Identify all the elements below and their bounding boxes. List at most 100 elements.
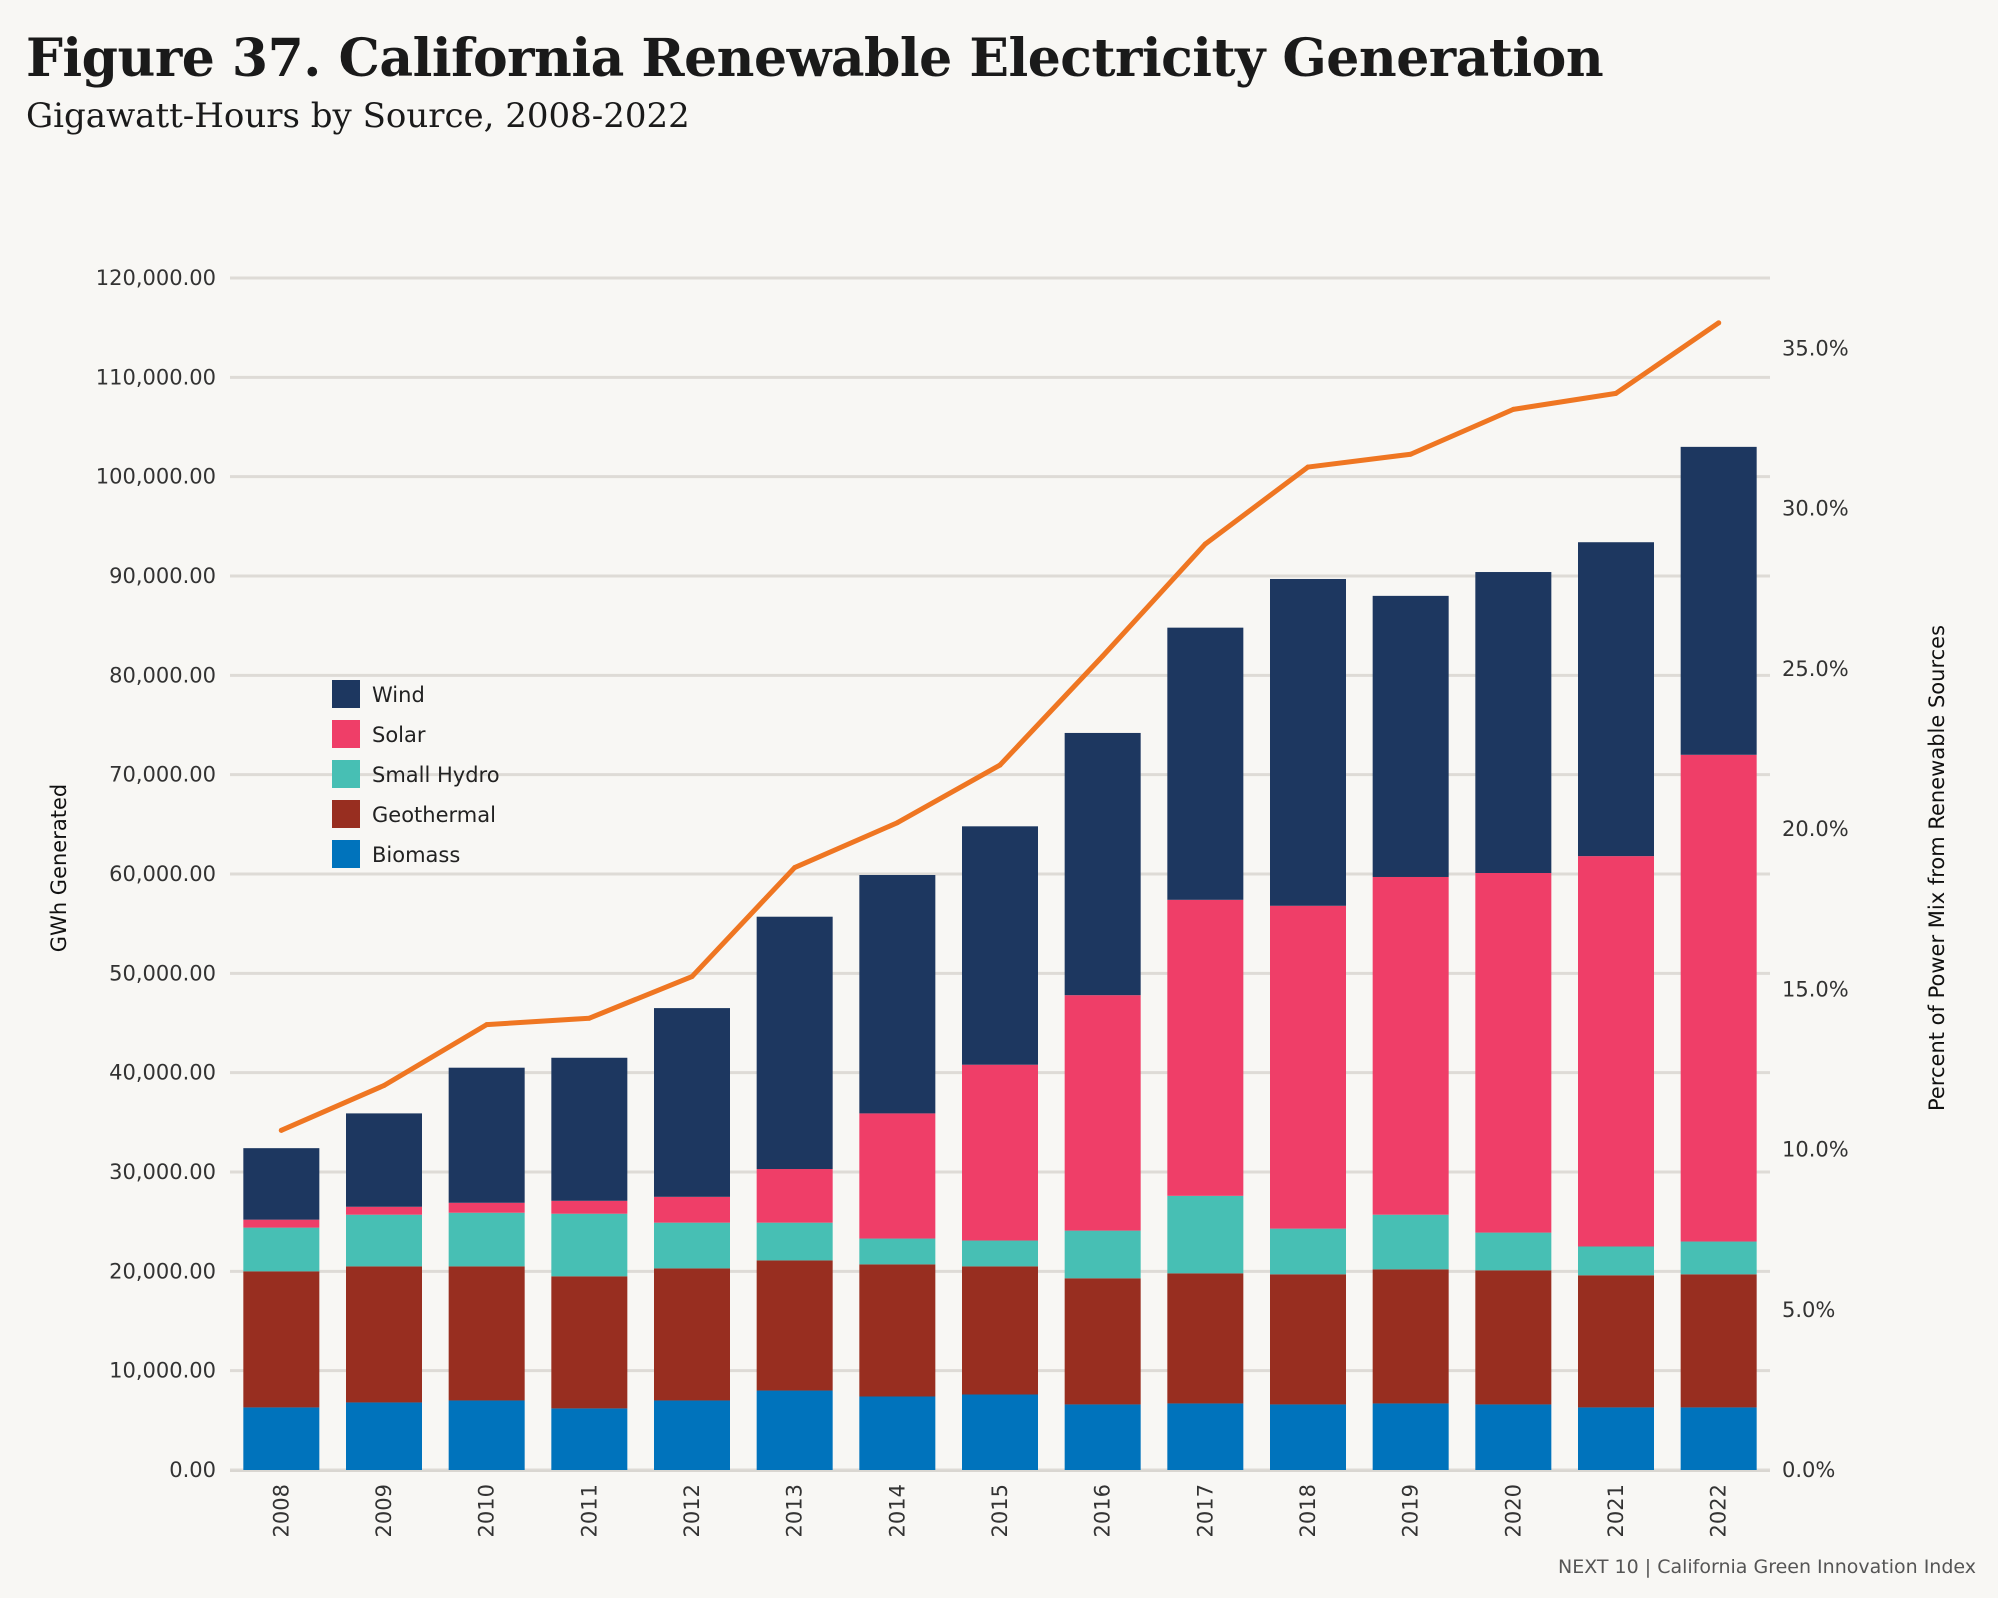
y-tick-label: 70,000.00 [109,763,216,787]
x-tick-label: 2020 [1501,1484,1525,1537]
bar-solar-2013 [756,1169,833,1223]
bar-biomass-2014 [859,1396,936,1470]
x-tick-label: 2013 [783,1484,807,1537]
bar-geothermal-2022 [1680,1274,1757,1408]
line-point-2010 [484,1022,490,1028]
bar-biomass-2020 [1475,1404,1552,1470]
bar-biomass-2016 [1064,1404,1141,1470]
bar-wind-2018 [1270,578,1346,906]
line-point-2009 [381,1082,387,1088]
y-tick-label: 10,000.00 [109,1359,216,1383]
line-point-2017 [1202,541,1208,547]
bar-solar-2022 [1680,754,1757,1242]
line-point-2016 [1100,653,1106,659]
y2-tick-label: 20.0% [1782,817,1849,841]
bar-wind-2012 [654,1008,730,1197]
bar-solar-2014 [859,1113,936,1239]
bar-small-hydro-2019 [1372,1214,1449,1270]
bar-small-hydro-2015 [962,1240,1038,1267]
y-tick-label: 50,000.00 [109,961,216,985]
bar-solar-2019 [1372,876,1449,1215]
y2-axis-ticks: 0.0% 5.0% 10.0% 15.0% 20.0% 25.0% 30.0% 35.0% [1782,336,1849,1482]
bar-solar-2011 [551,1200,628,1214]
bar-small-hydro-2021 [1578,1246,1654,1276]
bar-geothermal-2009 [346,1266,422,1403]
line-point-2008 [278,1127,284,1133]
bar-small-hydro-2009 [346,1214,422,1267]
bar-biomass-2010 [448,1400,525,1470]
bar-biomass-2012 [654,1400,730,1470]
line-point-2021 [1613,390,1619,396]
bar-small-hydro-2008 [243,1227,320,1272]
bar-wind-2022 [1680,446,1757,755]
bar-geothermal-2008 [243,1271,320,1408]
line-point-2014 [894,820,900,826]
x-tick-label: 2019 [1399,1484,1423,1537]
x-tick-label: 2012 [680,1484,704,1537]
bar-small-hydro-2016 [1064,1230,1141,1279]
x-axis-ticks: 2008 2009 2010 2011 2012 2013 2014 2015 2016 2017… [269,1484,1730,1537]
bar-wind-2008 [243,1148,320,1220]
bar-biomass-2011 [551,1408,628,1470]
bar-small-hydro-2020 [1475,1232,1552,1271]
y-axis-ticks: 0.00 10,000.00 20,000.00 30,000.00 40,000.00… [96,266,216,1482]
y-tick-label: 20,000.00 [109,1259,216,1283]
y-tick-label: 0.00 [169,1458,216,1482]
bar-small-hydro-2017 [1167,1195,1244,1274]
x-tick-label: 2010 [475,1484,499,1537]
bar-geothermal-2017 [1167,1273,1244,1404]
y-tick-label: 30,000.00 [109,1160,216,1184]
x-tick-label: 2017 [1193,1484,1217,1537]
legend-label-small-hydro: Small Hydro [372,763,500,787]
bar-solar-2009 [346,1206,422,1215]
bar-biomass-2013 [756,1390,833,1470]
legend-swatch-wind [332,680,360,708]
bar-solar-2018 [1270,905,1346,1229]
bar-wind-2017 [1167,627,1244,900]
y2-tick-label: 30.0% [1782,497,1849,521]
x-tick-label: 2008 [269,1484,293,1537]
bar-small-hydro-2018 [1270,1228,1346,1275]
x-tick-label: 2018 [1296,1484,1320,1537]
bar-solar-2008 [243,1219,320,1228]
y2-axis-title: Percent of Power Mix from Renewable Sour… [1925,625,1949,1111]
legend-swatch-biomass [332,840,360,868]
y2-tick-label: 10.0% [1782,1138,1849,1162]
bar-wind-2021 [1578,542,1654,857]
bar-small-hydro-2010 [448,1212,525,1267]
bar-small-hydro-2012 [654,1222,730,1269]
x-tick-label: 2009 [372,1484,396,1537]
bar-small-hydro-2013 [756,1222,833,1261]
y-tick-label: 120,000.00 [96,266,216,290]
line-point-2015 [997,762,1003,768]
y-tick-label: 90,000.00 [109,564,216,588]
line-point-2022 [1716,320,1722,326]
bar-biomass-2009 [346,1402,422,1470]
bar-wind-2010 [448,1067,525,1203]
bar-wind-2015 [962,826,1038,1065]
x-tick-label: 2016 [1091,1484,1115,1537]
x-tick-label: 2011 [577,1484,601,1537]
chart-title: Figure 37. California Renewable Electric… [26,28,1604,89]
source-credit: NEXT 10 | California Green Innovation In… [1558,1556,1976,1578]
legend-swatch-small-hydro [332,760,360,788]
bar-wind-2011 [551,1057,628,1201]
renewable-share-line [278,320,1722,1133]
y2-tick-label: 5.0% [1782,1298,1835,1322]
y-axis-title: GWh Generated [47,784,71,952]
bar-geothermal-2021 [1578,1275,1654,1408]
legend-label-wind: Wind [372,683,425,707]
bar-solar-2015 [962,1064,1038,1241]
legend: Wind Solar Small Hydro Geothermal Biomass [332,680,500,868]
bar-biomass-2021 [1578,1407,1654,1470]
legend-swatch-geothermal [332,800,360,828]
line-point-2011 [586,1015,592,1021]
bar-biomass-2018 [1270,1404,1346,1470]
bar-geothermal-2015 [962,1266,1038,1395]
y-tick-label: 110,000.00 [96,365,216,389]
x-tick-label: 2015 [988,1484,1012,1537]
bar-solar-2010 [448,1202,525,1213]
bar-biomass-2022 [1680,1407,1757,1470]
bar-wind-2009 [346,1113,422,1207]
bar-small-hydro-2014 [859,1238,936,1265]
